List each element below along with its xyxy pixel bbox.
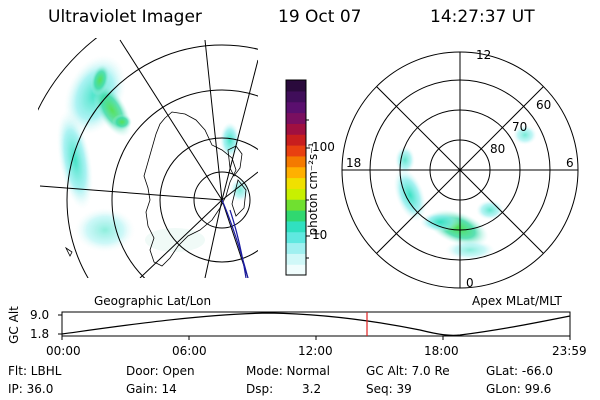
colorbar-unit-label: photon cm⁻²s⁻¹: [306, 142, 320, 236]
colorbar-segment: [286, 90, 306, 103]
colorbar-segment: [286, 80, 306, 92]
status-ip: IP: 36.0: [8, 382, 54, 396]
altitude-ylabel: GC Alt: [7, 306, 21, 344]
mlt-label-18: 18: [346, 156, 362, 170]
status-dsp-value: 3.2: [302, 382, 322, 396]
altitude-xtick-1200: 12:00: [298, 344, 333, 358]
status-seq: Seq: 39: [366, 382, 412, 396]
status-gcalt: GC Alt: 7.0 Re: [366, 364, 450, 378]
colorbar-segment: [286, 210, 306, 222]
status-glon: GLon: 99.6: [486, 382, 552, 396]
date-label: 19 Oct 07: [278, 7, 362, 27]
colorbar-segment: [286, 101, 306, 114]
colorbar-tick-100: 100: [312, 140, 335, 154]
colorbar-segment: [286, 145, 306, 157]
status-mode: Mode: Normal: [246, 364, 330, 378]
colorbar-segment: [286, 188, 306, 200]
altitude-xtick-0000: 00:00: [46, 344, 81, 358]
longitude-lines: [39, 39, 258, 278]
right-aurora-emission: [393, 125, 537, 260]
colorbar-segment: [286, 242, 306, 254]
altitude-ytick-high: 9.0: [30, 308, 50, 322]
altitude-x-ticks: [58, 314, 571, 340]
time-label: 14:27:37 UT: [430, 7, 535, 27]
status-dsp-label: Dsp:: [246, 382, 274, 396]
altitude-ytick-low: 1.8: [30, 327, 50, 341]
right-panel-caption: Apex MLat/MLT: [472, 294, 562, 308]
colorbar-segment: [286, 177, 306, 189]
geographic-map-panel: [38, 38, 258, 278]
continent-outline: [64, 111, 247, 267]
mlat-label-60: 60: [536, 98, 552, 112]
altitude-plot: [58, 311, 571, 340]
status-door: Door: Open: [126, 364, 195, 378]
colorbar: [285, 79, 307, 276]
colorbar-ticks: [306, 119, 310, 259]
left-panel-caption: Geographic Lat/Lon: [94, 294, 212, 308]
mlt-label-0: 0: [466, 276, 474, 290]
polar-plot-panel: [341, 51, 579, 289]
colorbar-segment: [286, 231, 306, 244]
mlat-label-80: 80: [490, 142, 506, 156]
colorbar-tick-10: 10: [312, 228, 328, 242]
mlt-label-12: 12: [476, 48, 492, 62]
status-flt: Flt: LBHL: [8, 364, 62, 378]
colorbar-segment: [286, 155, 306, 168]
altitude-xtick-0600: 06:00: [172, 344, 207, 358]
terminator-line: [221, 199, 249, 278]
status-glat: GLat: -66.0: [486, 364, 553, 378]
latitude-circles: [38, 38, 258, 278]
altitude-xtick-1800: 18:00: [424, 344, 459, 358]
status-gain: Gain: 14: [126, 382, 177, 396]
colorbar-segment: [286, 264, 306, 276]
colorbar-segment: [286, 112, 306, 124]
colorbar-segment: [286, 123, 306, 135]
altitude-xtick-2359: 23:59: [552, 344, 587, 358]
colorbar-segment: [286, 134, 306, 146]
colorbar-segment: [286, 253, 306, 265]
mlt-meridians: [342, 52, 578, 288]
mlat-label-70: 70: [512, 120, 528, 134]
colorbar-segment: [286, 220, 306, 233]
mlt-label-6: 6: [566, 156, 574, 170]
instrument-title: Ultraviolet Imager: [48, 7, 202, 27]
colorbar-segment: [286, 166, 306, 179]
left-aurora-emission: [57, 55, 250, 252]
altitude-curve: [61, 312, 571, 336]
colorbar-segment: [286, 199, 306, 211]
